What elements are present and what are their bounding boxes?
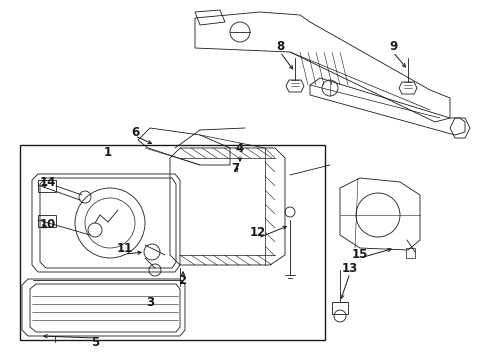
Text: 6: 6 [131,126,139,139]
Bar [20,145,325,340]
Text: 15: 15 [352,248,368,261]
Text: 3: 3 [146,296,154,309]
Text: 7: 7 [231,162,239,175]
Text: 9: 9 [389,40,397,53]
Text: 10: 10 [40,217,56,230]
Text: 5: 5 [91,336,99,348]
Text: 13: 13 [342,261,358,274]
Bar [332,302,348,314]
Text: 12: 12 [250,225,266,239]
Text: 2: 2 [178,274,186,287]
Text: 8: 8 [276,40,284,53]
Text: 4: 4 [236,141,244,154]
Text: 1: 1 [104,145,112,158]
Text: 14: 14 [40,176,56,189]
Bar [38,180,56,192]
Text: 11: 11 [117,242,133,255]
Bar [38,215,56,227]
